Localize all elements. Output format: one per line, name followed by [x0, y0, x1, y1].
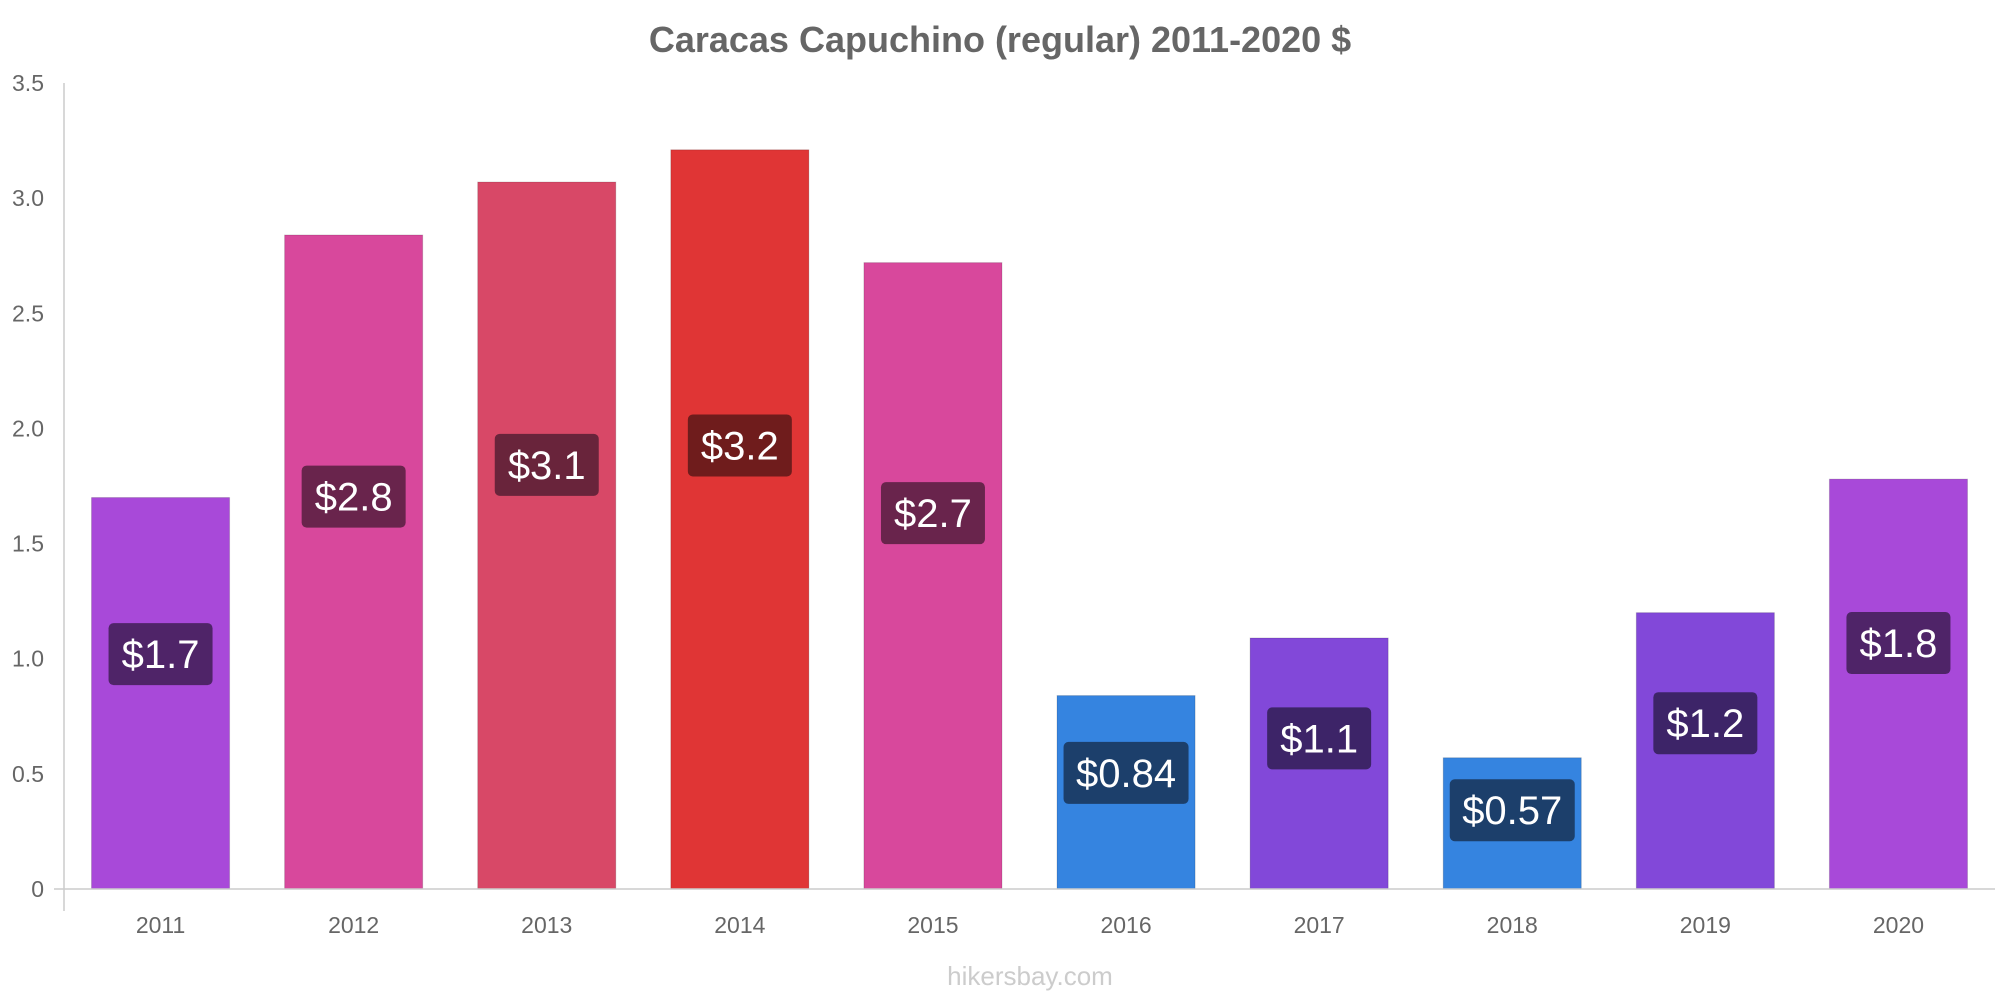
data-label: $0.84: [1076, 752, 1176, 796]
data-label-box: [108, 623, 213, 686]
data-label: $0.57: [1462, 789, 1562, 833]
x-tick-label: 2013: [521, 912, 572, 938]
chart-title: Caracas Capuchino (regular) 2011-2020 $: [649, 19, 1351, 60]
data-label: $1.8: [1860, 622, 1938, 666]
bars-group: $1.7 $2.8 $3.1 $3.2 $2.7 $0.84 $1.1 $0.57 $1.2 $1…: [91, 149, 1968, 890]
y-tick-label: 2.5: [12, 300, 44, 326]
data-label-box: [1063, 741, 1189, 804]
bar-2014: [670, 149, 810, 890]
bar-2020: [1828, 478, 1968, 890]
bar-2011: [91, 497, 231, 890]
data-label: $3.1: [508, 444, 586, 488]
data-label-box: [301, 465, 406, 528]
x-tick-label: 2018: [1487, 912, 1538, 938]
x-tick-label: 2019: [1680, 912, 1731, 938]
y-tick-label: 2.0: [12, 415, 44, 441]
data-label-box: [687, 414, 792, 477]
data-label: $1.2: [1666, 702, 1744, 746]
bar-2015: [863, 262, 1003, 890]
data-label-box: [1846, 612, 1951, 675]
y-tick-label: 3.5: [12, 70, 44, 96]
y-tick-label: 1.5: [12, 531, 44, 557]
x-axis: 2011 2012 2013 2014 2015 2016 2017 2018 2019 2020: [54, 888, 1995, 938]
x-tick-label: 2014: [714, 912, 765, 938]
data-label: $3.2: [701, 424, 779, 468]
data-label-box: [1449, 779, 1575, 842]
data-label: $2.7: [894, 492, 972, 536]
x-tick-label: 2020: [1873, 912, 1924, 938]
bar-2013: [477, 181, 617, 890]
data-label-box: [494, 433, 599, 496]
data-label: $1.1: [1280, 717, 1358, 761]
y-tick-label: 0.5: [12, 761, 44, 787]
bar-2012: [284, 234, 424, 890]
y-axis: 0 0.5 1.0 1.5 2.0 2.5 3.0 3.5: [12, 70, 65, 911]
data-label-box: [880, 482, 985, 545]
y-tick-label: 1.0: [12, 646, 44, 672]
x-tick-label: 2016: [1100, 912, 1151, 938]
source-watermark: hikersbay.com: [947, 961, 1113, 991]
y-tick-label: 3.0: [12, 185, 44, 211]
x-tick-label: 2017: [1294, 912, 1345, 938]
x-tick-label: 2011: [136, 912, 185, 938]
data-label: $1.7: [122, 633, 200, 677]
x-tick-label: 2012: [328, 912, 379, 938]
data-label: $2.8: [315, 476, 393, 520]
y-tick-label: 0: [31, 876, 44, 902]
data-label-box: [1653, 692, 1758, 755]
x-tick-label: 2015: [907, 912, 958, 938]
data-label-box: [1267, 707, 1372, 770]
